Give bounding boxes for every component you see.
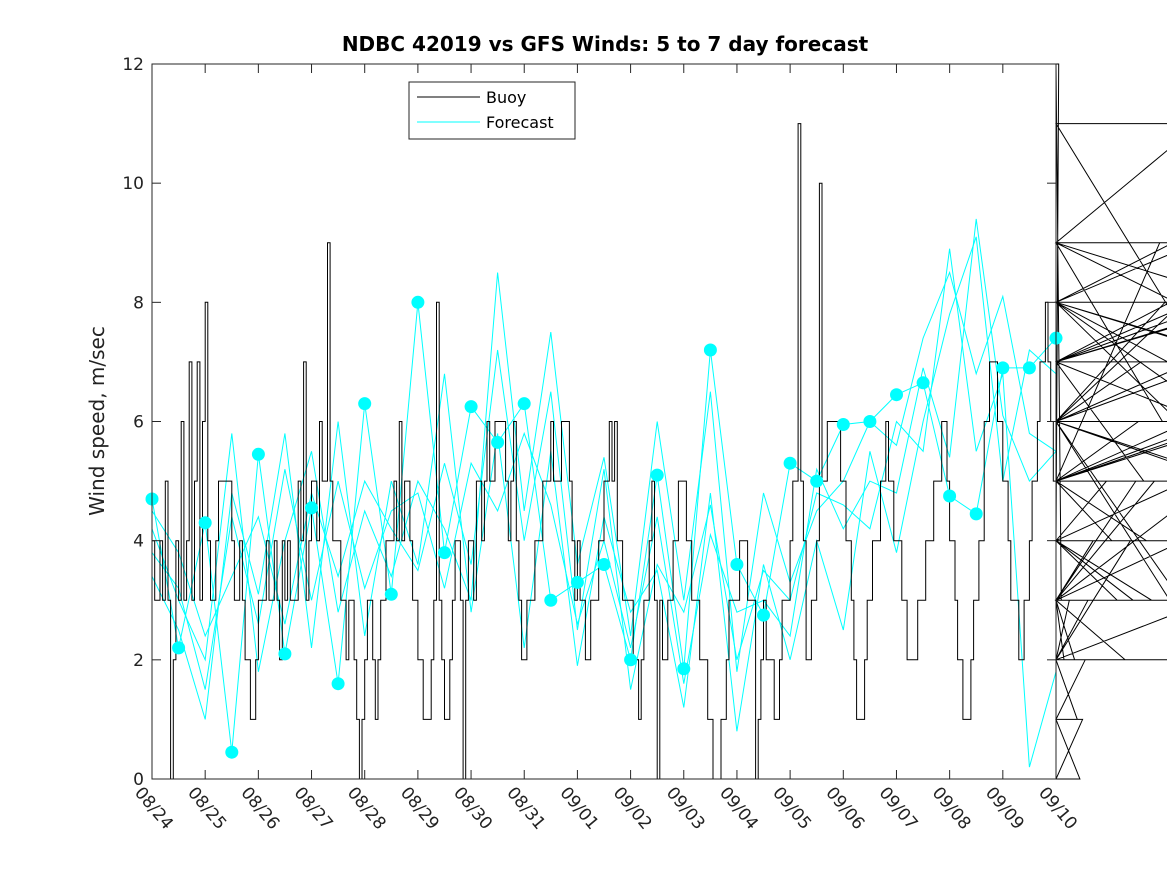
y-tick-label: 10 <box>122 174 144 194</box>
legend-box <box>408 81 576 140</box>
forecast-point <box>677 662 691 676</box>
forecast-point <box>225 745 239 759</box>
legend: Buoy Forecast <box>408 81 576 140</box>
forecast-point <box>570 575 584 589</box>
y-axis-label: Wind speed, m/sec <box>85 326 109 516</box>
legend-forecast-label: Forecast <box>486 113 554 132</box>
forecast-point <box>172 641 186 655</box>
forecast-point <box>969 507 983 521</box>
forecast-point <box>464 400 478 414</box>
forecast-point <box>597 558 611 571</box>
forecast-point <box>810 474 824 488</box>
plot-area <box>152 64 1056 779</box>
forecast-point <box>384 587 398 601</box>
plot-frame <box>151 63 1057 780</box>
forecast-point <box>943 489 957 503</box>
forecast-line-4 <box>151 248 1057 768</box>
forecast-point <box>517 397 531 411</box>
forecast-point <box>890 388 903 402</box>
forecast-point <box>331 677 345 691</box>
y-tick-label: 12 <box>122 55 144 75</box>
buoy-line <box>152 63 1167 780</box>
forecast-point <box>491 435 505 449</box>
y-tick-label: 6 <box>133 413 144 433</box>
forecast-point <box>198 516 212 530</box>
chart-title: NDBC 42019 vs GFS Winds: 5 to 7 day fore… <box>342 32 869 56</box>
forecast-point <box>996 361 1010 375</box>
forecast-point <box>836 418 850 431</box>
forecast-point <box>650 468 664 482</box>
forecast-point <box>703 343 717 357</box>
forecast-point <box>783 456 797 470</box>
series-layer <box>145 63 1167 780</box>
forecast-point <box>544 593 558 607</box>
forecast-point <box>411 295 425 309</box>
forecast-point <box>863 415 877 428</box>
forecast-point <box>278 647 292 661</box>
forecast-point <box>757 608 770 622</box>
y-tick-label: 2 <box>133 651 144 671</box>
y-tick-label: 0 <box>133 770 144 790</box>
legend-buoy-label: Buoy <box>486 88 526 107</box>
forecast-point <box>251 447 265 461</box>
forecast-point <box>438 546 451 560</box>
forecast-point <box>730 558 744 571</box>
forecast-line-2 <box>151 270 1057 672</box>
forecast-point <box>624 653 638 667</box>
y-tick-label: 4 <box>133 532 144 552</box>
forecast-point <box>305 501 318 515</box>
forecast-point <box>358 397 372 411</box>
forecast-point <box>916 376 930 390</box>
forecast-point <box>1022 361 1036 375</box>
y-tick-label: 8 <box>133 293 144 313</box>
